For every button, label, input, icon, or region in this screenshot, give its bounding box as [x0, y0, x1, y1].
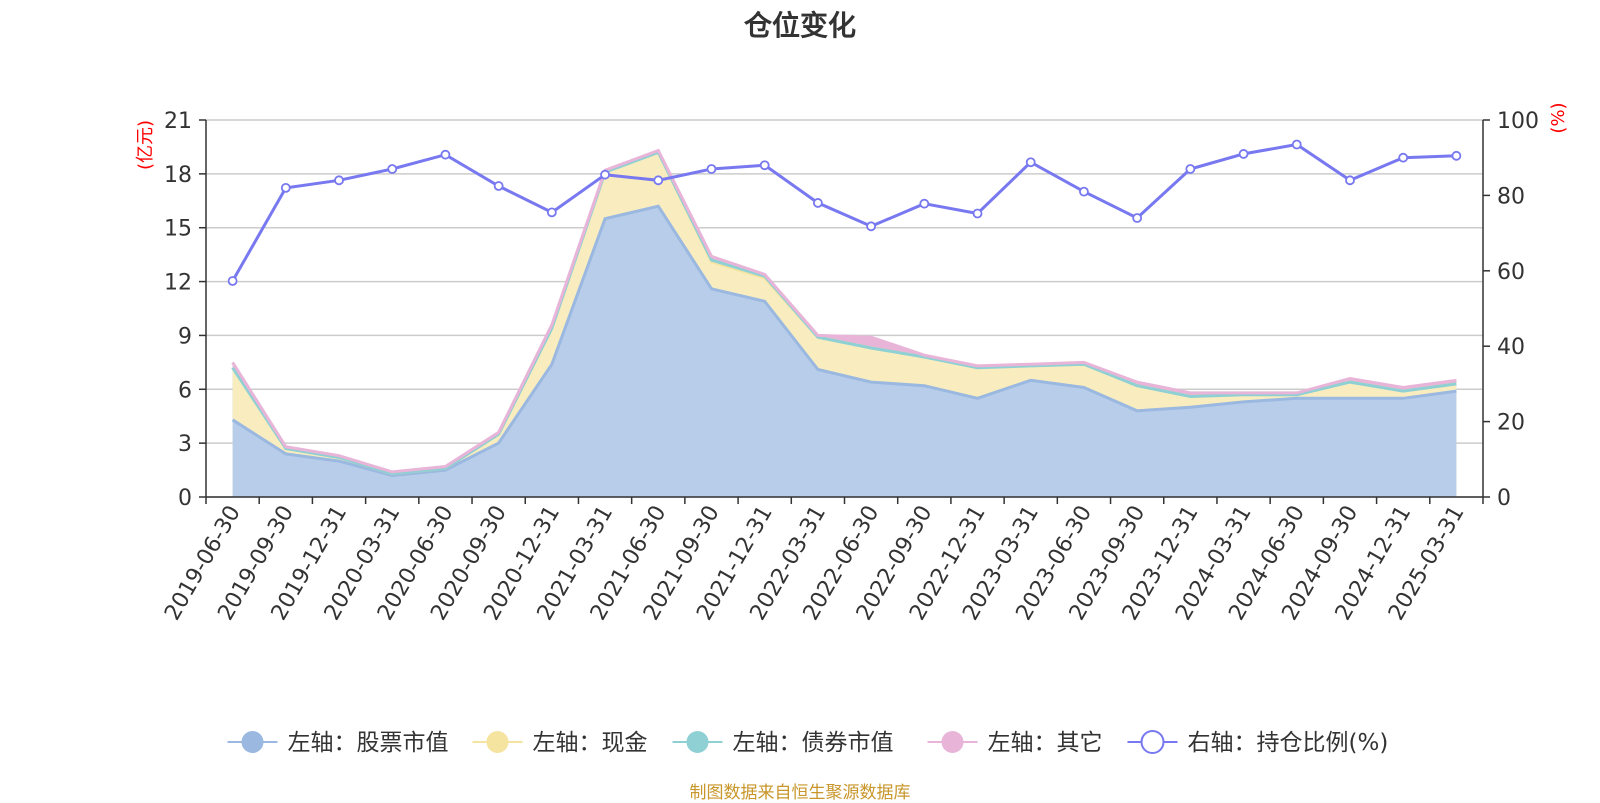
ratio-point	[1080, 188, 1088, 196]
legend-label: 左轴：现金	[533, 730, 648, 756]
legend-label: 左轴：债券市值	[733, 730, 894, 756]
right-axis-tick-label: 80	[1497, 184, 1525, 209]
ratio-point	[761, 161, 769, 169]
right-axis-unit: (%)	[1548, 102, 1569, 133]
left-axis-tick-label: 3	[178, 432, 192, 457]
right-axis-tick-label: 60	[1497, 260, 1525, 285]
ratio-point	[548, 208, 556, 216]
ratio-point	[1346, 176, 1354, 184]
ratio-point	[1027, 158, 1035, 166]
ratio-point	[1293, 141, 1301, 149]
left-axis-tick-label: 6	[178, 378, 192, 403]
left-axis-tick-label: 21	[164, 109, 192, 134]
left-axis-tick-label: 15	[164, 217, 192, 242]
ratio-point	[707, 165, 715, 173]
ratio-point	[388, 165, 396, 173]
legend-item[interactable]: 左轴：其它	[928, 730, 1103, 756]
legend-item[interactable]: 左轴：股票市值	[228, 730, 449, 756]
legend-marker	[1142, 731, 1164, 753]
legend-label: 右轴：持仓比例(%)	[1188, 730, 1389, 756]
legend-item[interactable]: 右轴：持仓比例(%)	[1128, 730, 1389, 756]
ratio-point	[974, 209, 982, 217]
ratio-point	[441, 151, 449, 159]
ratio-point	[335, 176, 343, 184]
ratio-point	[1186, 165, 1194, 173]
stacked-areas	[233, 151, 1457, 498]
right-axis-tick-label: 100	[1497, 109, 1539, 134]
right-axis-tick-label: 40	[1497, 335, 1525, 360]
left-axis-tick-label: 12	[164, 271, 192, 296]
ratio-point	[654, 176, 662, 184]
ratio-line-series	[229, 141, 1461, 285]
ratio-point	[1240, 150, 1248, 158]
ratio-point	[229, 277, 237, 285]
right-axis-tick-label: 20	[1497, 411, 1525, 436]
legend[interactable]: 左轴：股票市值 左轴：现金 左轴：债券市值 左轴：其它 右轴：持仓比例(%)	[228, 730, 1389, 756]
ratio-point	[1452, 152, 1460, 160]
ratio-point	[1133, 214, 1141, 222]
right-axis-tick-label: 0	[1497, 486, 1511, 511]
legend-marker	[487, 731, 509, 753]
ratio-point	[920, 200, 928, 208]
ratio-point	[1399, 154, 1407, 162]
legend-label: 左轴：股票市值	[288, 730, 449, 756]
ratio-point	[282, 184, 290, 192]
left-axis-tick-label: 18	[164, 163, 192, 188]
legend-marker	[942, 731, 964, 753]
legend-item[interactable]: 左轴：债券市值	[673, 730, 894, 756]
legend-label: 左轴：其它	[988, 730, 1103, 756]
ratio-point	[601, 171, 609, 179]
source-note: 制图数据来自恒生聚源数据库	[0, 778, 1600, 803]
left-axis-unit: (亿元)	[135, 120, 156, 170]
legend-marker	[242, 731, 264, 753]
ratio-point	[814, 199, 822, 207]
left-axis-tick-label: 0	[178, 486, 192, 511]
ratio-point	[867, 222, 875, 230]
legend-item[interactable]: 左轴：现金	[473, 730, 648, 756]
ratio-point	[495, 182, 503, 190]
left-axis-tick-label: 9	[178, 324, 192, 349]
legend-marker	[687, 731, 709, 753]
ratio-line	[233, 145, 1457, 282]
